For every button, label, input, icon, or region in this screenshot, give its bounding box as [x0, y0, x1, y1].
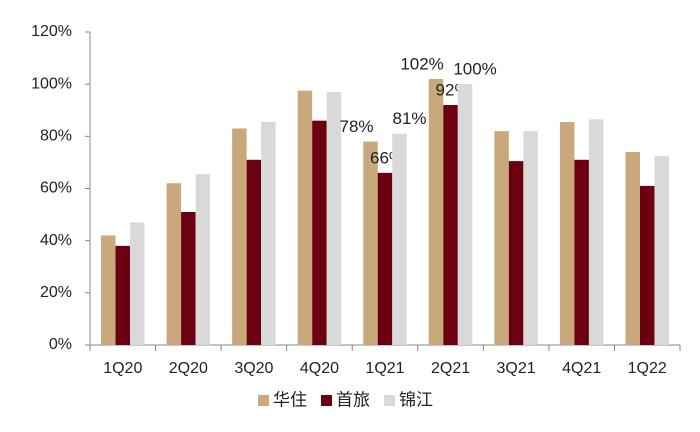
- bar: [363, 141, 378, 345]
- x-tick-label: 2Q20: [169, 360, 208, 377]
- value-label: 102%: [400, 54, 443, 73]
- bar: [494, 131, 509, 345]
- y-tick-label: 20%: [40, 284, 72, 301]
- x-tick-label: 1Q21: [365, 360, 404, 377]
- bar: [654, 155, 669, 345]
- value-label: 81%: [392, 109, 426, 128]
- legend-swatch: [384, 395, 395, 406]
- bar: [232, 128, 247, 345]
- bar: [574, 159, 589, 345]
- bar: [457, 84, 473, 346]
- x-tick-label: 4Q20: [300, 360, 339, 377]
- legend-label: 华住: [273, 390, 307, 409]
- legend-label: 首旅: [336, 390, 370, 409]
- bar: [392, 133, 407, 345]
- bar: [508, 161, 524, 345]
- bar: [246, 159, 262, 345]
- bar: [428, 78, 444, 345]
- bar: [195, 174, 211, 345]
- bar: [297, 90, 313, 345]
- bar: [377, 172, 393, 345]
- bar: [523, 131, 538, 345]
- y-tick-label: 40%: [40, 232, 72, 249]
- y-tick-label: 80%: [40, 128, 72, 145]
- y-tick-label: 60%: [40, 180, 72, 197]
- bar: [115, 245, 131, 345]
- legend-swatch: [258, 395, 269, 406]
- y-tick-label: 0%: [49, 336, 72, 353]
- legend-swatch: [321, 395, 332, 406]
- bar: [130, 222, 145, 345]
- legend-label: 锦江: [399, 390, 433, 409]
- x-tick-label: 3Q21: [497, 360, 536, 377]
- value-label: 100%: [453, 60, 496, 79]
- bar: [181, 211, 196, 345]
- y-tick-label: 120%: [31, 23, 72, 40]
- bar: [443, 105, 458, 346]
- bar: [559, 121, 575, 345]
- bar: [166, 183, 182, 345]
- value-label: 78%: [339, 117, 373, 136]
- bar: [625, 151, 640, 345]
- x-tick-label: 1Q22: [628, 360, 667, 377]
- bar: [312, 120, 327, 345]
- x-tick-label: 1Q20: [103, 360, 142, 377]
- bar: [326, 91, 342, 345]
- bar: [261, 121, 276, 345]
- x-tick-label: 4Q21: [562, 360, 601, 377]
- bar: [639, 185, 655, 345]
- x-tick-label: 2Q21: [431, 360, 470, 377]
- bar: [588, 119, 604, 345]
- x-tick-label: 3Q20: [234, 360, 273, 377]
- y-tick-label: 100%: [31, 75, 72, 92]
- bar: [101, 235, 116, 345]
